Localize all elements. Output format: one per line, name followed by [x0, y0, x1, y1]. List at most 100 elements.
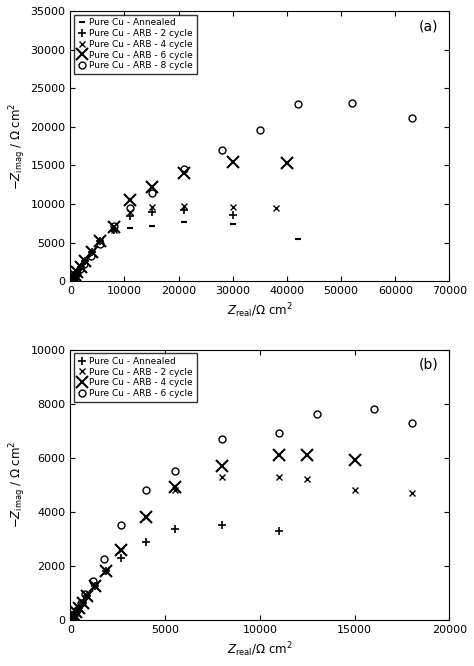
Pure Cu - ARB - 8 cycle: [72, 272, 77, 280]
Pure Cu - ARB - 4 cycle: [68, 276, 74, 284]
Pure Cu - ARB - 2 cycle: [127, 212, 133, 220]
Pure Cu - ARB - 6 cycle: [118, 521, 124, 529]
Pure Cu - ARB - 8 cycle: [349, 99, 355, 107]
Pure Cu - Annealed: [69, 275, 75, 283]
Pure Cu - ARB - 6 cycle: [230, 158, 236, 166]
Pure Cu - ARB - 2 cycle: [68, 277, 73, 285]
Pure Cu - ARB - 8 cycle: [70, 274, 76, 282]
Pure Cu - ARB - 2 cycle: [149, 208, 155, 216]
X-axis label: $Z_\mathrm{real}$/$\Omega$ cm$^2$: $Z_\mathrm{real}$/$\Omega$ cm$^2$: [227, 640, 292, 659]
Pure Cu - ARB - 4 cycle: [103, 567, 109, 575]
Pure Cu - ARB - 2 cycle: [89, 248, 95, 256]
Pure Cu - Annealed: [149, 222, 155, 230]
Line: Pure Cu - ARB - 2 cycle: Pure Cu - ARB - 2 cycle: [66, 205, 237, 285]
Pure Cu - ARB - 6 cycle: [73, 270, 78, 278]
Pure Cu - ARB - 6 cycle: [71, 272, 77, 280]
Pure Cu - ARB - 2 cycle: [118, 545, 124, 553]
Pure Cu - ARB - 2 cycle: [73, 270, 78, 278]
Pure Cu - ARB - 6 cycle: [82, 590, 88, 598]
Pure Cu - ARB - 6 cycle: [82, 257, 88, 265]
Pure Cu - Annealed: [118, 553, 124, 561]
Pure Cu - ARB - 6 cycle: [69, 275, 75, 283]
Pure Cu - ARB - 2 cycle: [409, 489, 414, 497]
Pure Cu - Annealed: [230, 220, 236, 228]
Pure Cu - ARB - 4 cycle: [172, 484, 177, 492]
Pure Cu - ARB - 2 cycle: [69, 275, 75, 283]
Pure Cu - Annealed: [80, 599, 85, 607]
Pure Cu - Annealed: [71, 272, 77, 280]
Pure Cu - ARB - 6 cycle: [276, 430, 282, 438]
Pure Cu - ARB - 2 cycle: [70, 613, 76, 621]
Pure Cu - ARB - 6 cycle: [68, 277, 73, 285]
Pure Cu - ARB - 4 cycle: [69, 276, 74, 284]
Text: (b): (b): [419, 358, 438, 372]
Pure Cu - ARB - 2 cycle: [143, 513, 149, 521]
Pure Cu - ARB - 4 cycle: [80, 599, 85, 607]
Pure Cu - ARB - 2 cycle: [70, 274, 75, 282]
Pure Cu - ARB - 8 cycle: [97, 240, 103, 248]
Pure Cu - Annealed: [73, 608, 79, 616]
Pure Cu - Annealed: [111, 227, 117, 235]
Pure Cu - ARB - 2 cycle: [68, 276, 74, 284]
Pure Cu - ARB - 2 cycle: [71, 611, 77, 619]
Pure Cu - Annealed: [70, 613, 76, 621]
Pure Cu - ARB - 4 cycle: [352, 456, 357, 464]
Pure Cu - ARB - 4 cycle: [70, 274, 75, 282]
Pure Cu - Annealed: [172, 525, 177, 533]
Pure Cu - ARB - 4 cycle: [92, 582, 98, 590]
Pure Cu - ARB - 6 cycle: [127, 196, 133, 204]
Pure Cu - ARB - 6 cycle: [78, 599, 83, 607]
Text: (a): (a): [419, 19, 438, 33]
Pure Cu - Annealed: [68, 615, 74, 623]
Line: Pure Cu - ARB - 4 cycle: Pure Cu - ARB - 4 cycle: [67, 203, 280, 284]
Pure Cu - Annealed: [68, 277, 73, 285]
Pure Cu - ARB - 6 cycle: [74, 605, 80, 613]
Pure Cu - ARB - 8 cycle: [409, 114, 414, 122]
Pure Cu - ARB - 2 cycle: [103, 567, 109, 575]
Pure Cu - ARB - 8 cycle: [181, 165, 187, 173]
Pure Cu - ARB - 4 cycle: [73, 270, 78, 278]
Pure Cu - ARB - 2 cycle: [92, 582, 98, 590]
Pure Cu - ARB - 2 cycle: [76, 604, 82, 612]
Pure Cu - ARB - 4 cycle: [68, 615, 74, 623]
Pure Cu - ARB - 4 cycle: [74, 268, 80, 276]
Pure Cu - Annealed: [181, 218, 187, 226]
Pure Cu - ARB - 2 cycle: [68, 277, 73, 285]
Legend: Pure Cu - Annealed, Pure Cu - ARB - 2 cycle, Pure Cu - ARB - 4 cycle, Pure Cu - : Pure Cu - Annealed, Pure Cu - ARB - 2 cy…: [74, 353, 197, 402]
Pure Cu - Annealed: [69, 276, 74, 284]
Y-axis label: $-Z_\mathrm{imag}$ / $\Omega$ cm$^2$: $-Z_\mathrm{imag}$ / $\Omega$ cm$^2$: [7, 103, 27, 190]
Pure Cu - ARB - 6 cycle: [71, 611, 77, 619]
Pure Cu - Annealed: [89, 248, 95, 256]
Pure Cu - Annealed: [84, 592, 90, 600]
Pure Cu - ARB - 4 cycle: [111, 226, 117, 234]
Pure Cu - ARB - 8 cycle: [149, 188, 155, 196]
Line: Pure Cu - ARB - 6 cycle: Pure Cu - ARB - 6 cycle: [69, 406, 415, 621]
Line: Pure Cu - ARB - 6 cycle: Pure Cu - ARB - 6 cycle: [65, 156, 292, 286]
Pure Cu - ARB - 2 cycle: [71, 272, 77, 280]
Pure Cu - ARB - 2 cycle: [68, 615, 74, 623]
Pure Cu - ARB - 6 cycle: [89, 248, 95, 256]
Pure Cu - ARB - 6 cycle: [219, 435, 225, 443]
Line: Pure Cu - Annealed: Pure Cu - Annealed: [67, 218, 301, 284]
Pure Cu - Annealed: [71, 611, 77, 619]
Pure Cu - Annealed: [103, 567, 109, 575]
Pure Cu - ARB - 6 cycle: [181, 169, 187, 177]
Pure Cu - ARB - 4 cycle: [127, 208, 133, 216]
Pure Cu - ARB - 2 cycle: [69, 614, 75, 622]
Pure Cu - ARB - 2 cycle: [78, 264, 83, 272]
Line: Pure Cu - ARB - 2 cycle: Pure Cu - ARB - 2 cycle: [68, 473, 415, 622]
Pure Cu - ARB - 6 cycle: [90, 577, 96, 585]
Pure Cu - Annealed: [76, 604, 82, 612]
Pure Cu - ARB - 6 cycle: [314, 410, 319, 418]
Line: Pure Cu - ARB - 8 cycle: Pure Cu - ARB - 8 cycle: [70, 99, 415, 281]
Pure Cu - ARB - 4 cycle: [73, 608, 79, 616]
Pure Cu - ARB - 4 cycle: [84, 592, 90, 600]
Pure Cu - ARB - 6 cycle: [68, 276, 74, 284]
Pure Cu - ARB - 6 cycle: [68, 277, 73, 285]
Pure Cu - ARB - 8 cycle: [257, 126, 263, 134]
Pure Cu - Annealed: [74, 268, 80, 276]
Pure Cu - Annealed: [68, 277, 73, 285]
Pure Cu - Annealed: [295, 235, 301, 243]
Pure Cu - ARB - 4 cycle: [82, 257, 88, 265]
Pure Cu - ARB - 6 cycle: [101, 555, 107, 563]
